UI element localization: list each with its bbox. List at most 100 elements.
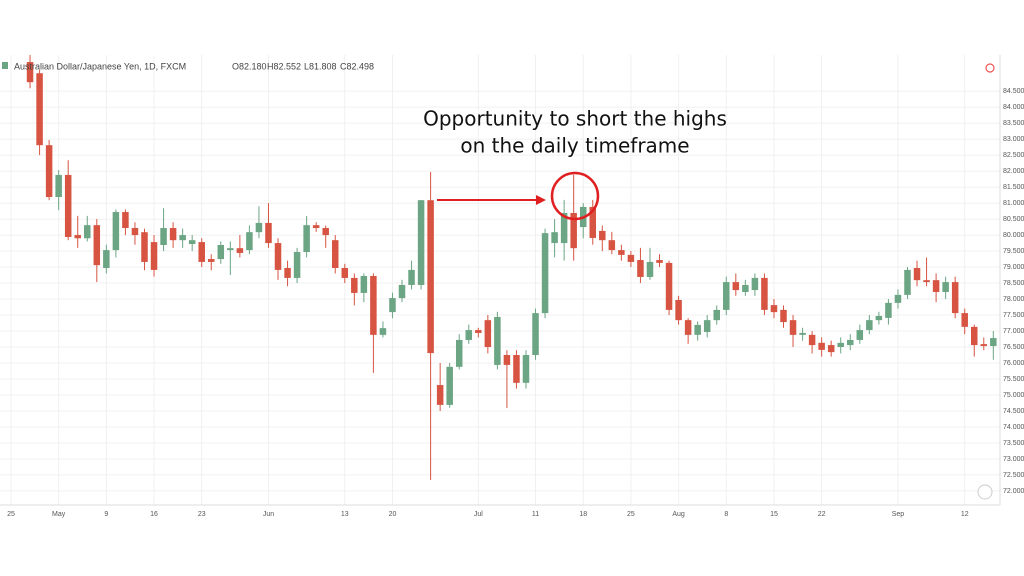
candle-body [74, 235, 81, 239]
candle-body [246, 232, 253, 251]
y-tick-label: 80.000 [1003, 232, 1024, 239]
x-tick-label: 11 [532, 511, 539, 518]
annotation-circle [550, 171, 600, 221]
x-tick-label: 23 [198, 511, 206, 518]
x-tick-label: 25 [7, 511, 15, 518]
chart-background [0, 55, 1024, 525]
candle-body [599, 230, 606, 241]
candle-body [303, 225, 310, 253]
x-tick-label: Aug [672, 511, 685, 518]
candle-body [341, 268, 349, 278]
x-tick-label: 16 [150, 511, 158, 518]
candle-body [36, 73, 43, 146]
candle-body [932, 280, 940, 292]
x-tick-label: 18 [579, 511, 587, 518]
candle-body [208, 259, 215, 262]
x-tick-label: 15 [770, 511, 778, 518]
y-tick-label: 76.000 [1003, 360, 1024, 367]
ohlc-close: C82.498 [340, 61, 374, 71]
symbol-title[interactable]: Australian Dollar/Japanese Yen, 1D, FXCM [14, 61, 186, 71]
candle-body [532, 313, 539, 355]
candle-body [589, 206, 597, 238]
candle-body [618, 250, 625, 255]
annotation-arrowhead [536, 195, 546, 205]
candle-body [446, 366, 453, 405]
candle-body [312, 225, 320, 229]
candle-body [551, 232, 558, 244]
y-tick-label: 79.500 [1003, 248, 1024, 255]
candle-body [637, 260, 644, 277]
candle-body [417, 200, 425, 285]
candle-body [761, 277, 768, 310]
candle-body [923, 280, 930, 283]
y-tick-label: 73.000 [1003, 456, 1024, 463]
candle-body [265, 222, 272, 244]
candle-body [389, 298, 396, 313]
candle-body [284, 268, 291, 278]
candle-body [427, 200, 434, 354]
candle-body [45, 145, 53, 198]
y-tick-label: 80.500 [1003, 216, 1024, 223]
y-tick-label: 75.000 [1003, 392, 1024, 399]
candle-body [255, 222, 263, 233]
candle-body [961, 313, 968, 327]
candle-body [93, 225, 101, 266]
candle-body [227, 248, 234, 251]
candle-body [780, 309, 787, 323]
candle-body [436, 385, 444, 405]
y-tick-label: 82.500 [1003, 152, 1024, 159]
candle-body [64, 174, 72, 237]
candle-body [789, 320, 797, 335]
candle-body [503, 355, 511, 365]
candle-body [732, 282, 740, 291]
y-tick-label: 82.000 [1003, 168, 1024, 175]
y-tick-label: 84.500 [1003, 88, 1024, 95]
alert-icon[interactable] [985, 63, 995, 73]
x-tick-label: Sep [892, 511, 905, 518]
grid [0, 55, 1000, 505]
y-tick-label: 72.500 [1003, 472, 1024, 479]
candle-body [684, 320, 692, 335]
candle-body [541, 233, 549, 314]
candle-body [236, 248, 244, 253]
y-tick-label: 75.500 [1003, 376, 1024, 383]
axes: 84.500 84.000 83.500 83.000 82.500 82.000 81.5… [7, 88, 1024, 518]
x-tick-label: 20 [389, 511, 397, 518]
x-tick-label: 25 [627, 511, 635, 518]
candle-body [484, 320, 492, 348]
symbol-icon [2, 62, 8, 69]
candle-body [885, 302, 892, 318]
candle-body [84, 225, 91, 239]
candle-body [494, 316, 501, 365]
y-tick-label: 74.000 [1003, 424, 1024, 431]
candle-body [818, 342, 825, 350]
candle-body [26, 62, 34, 83]
y-tick-label: 76.500 [1003, 344, 1024, 351]
candle-body [465, 330, 473, 340]
candle-body [951, 282, 959, 314]
y-tick-label: 73.500 [1003, 440, 1024, 447]
candle-body [608, 240, 616, 251]
candle-body [188, 240, 196, 245]
candle-body [513, 355, 520, 383]
candle-body [217, 244, 225, 260]
candle-body [799, 332, 806, 335]
x-tick-label: Jul [474, 511, 483, 518]
x-tick-label: 13 [341, 511, 349, 518]
candle-body [150, 242, 158, 270]
candle-body [770, 305, 778, 313]
candle-body [694, 324, 701, 335]
ohlc-open: O82.180 [232, 61, 267, 71]
candle-body [675, 299, 682, 321]
candle-body [398, 284, 406, 299]
settings-button[interactable] [977, 484, 993, 500]
candle-body [875, 315, 883, 321]
candle-body [160, 228, 167, 245]
candle-body [570, 212, 577, 249]
candle-body [112, 212, 120, 251]
y-tick-label: 78.000 [1003, 296, 1024, 303]
x-tick-label: May [52, 511, 66, 518]
candle-body [847, 339, 854, 346]
candle-body [866, 320, 873, 331]
